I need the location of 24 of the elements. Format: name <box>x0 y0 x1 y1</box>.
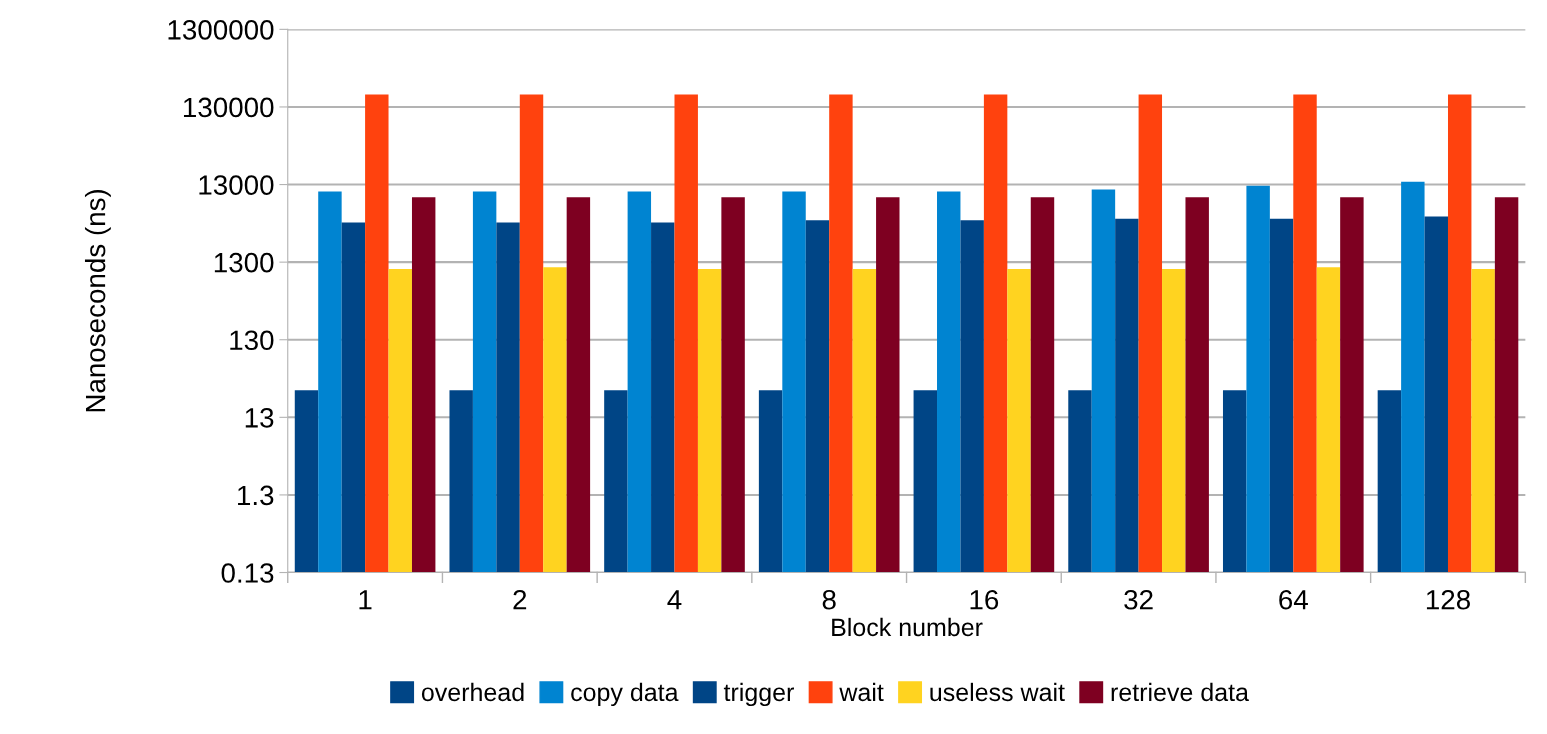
x-tick-label: 8 <box>822 589 836 610</box>
x-axis-title: Block number <box>832 617 983 637</box>
x-tick-label: 128 <box>1426 589 1470 610</box>
legend-label: trigger <box>723 682 794 707</box>
legend-label: copy data <box>571 682 679 707</box>
legend-label: retrieve data <box>1111 682 1249 702</box>
x-tick-label: 64 <box>1279 589 1308 610</box>
legend-label: useless wait <box>930 682 1065 702</box>
x-tick-label: 1 <box>359 590 372 610</box>
y-tick-label: 1.3 <box>238 485 274 506</box>
y-tick-label: 0.13 <box>221 563 274 583</box>
legend-label: overhead <box>421 682 524 702</box>
y-tick-label: 1300000 <box>168 20 274 40</box>
x-tick-label: 16 <box>970 589 999 610</box>
x-tick-label: 4 <box>667 590 682 610</box>
y-tick-label: 13000 <box>199 175 274 195</box>
x-tick-label: 32 <box>1124 589 1153 610</box>
legend-label: wait <box>839 682 884 702</box>
y-tick-label: 13 <box>245 408 274 428</box>
y-tick-label: 130000 <box>183 97 274 118</box>
y-tick-label: 1300 <box>214 252 274 273</box>
y-axis-title: Nanoseconds (ns) <box>84 189 111 412</box>
x-tick-label: 2 <box>513 589 527 610</box>
y-tick-label: 130 <box>230 330 274 351</box>
